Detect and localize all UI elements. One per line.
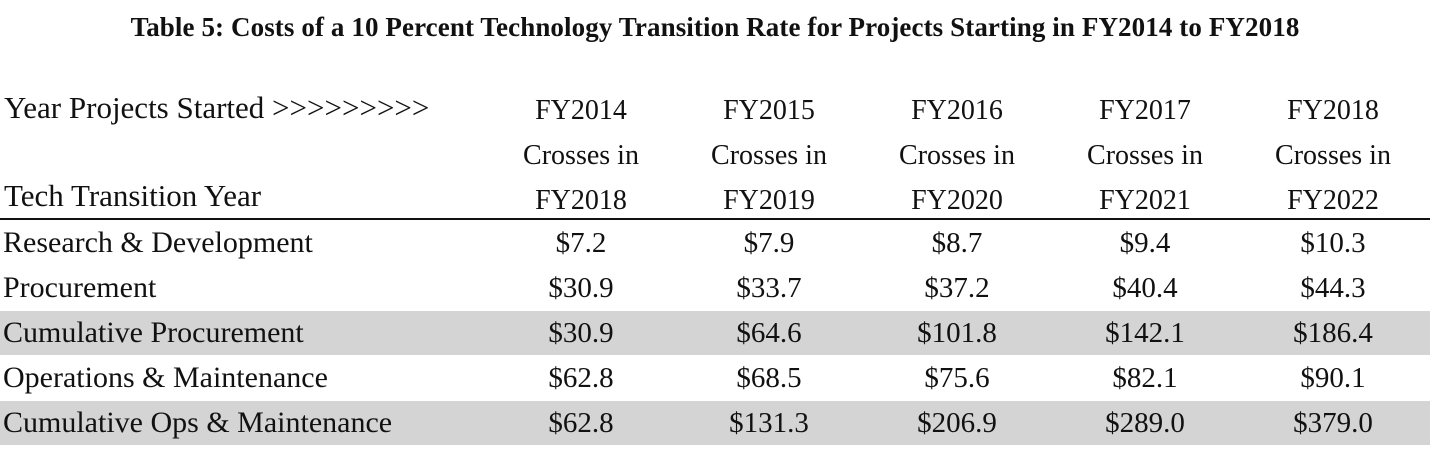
row-label: Procurement xyxy=(3,266,156,310)
header-transition-year: FY2018 xyxy=(487,178,675,223)
header-column: FY2017 Crosses in FY2021 xyxy=(1051,88,1239,223)
header-start-year: FY2018 xyxy=(1239,88,1427,133)
table-row: Cumulative Ops & Maintenance $62.8 $131.… xyxy=(0,401,1430,445)
row-label: Operations & Maintenance xyxy=(3,356,328,400)
table-cell: $64.6 xyxy=(675,311,863,355)
row-label: Cumulative Ops & Maintenance xyxy=(3,401,392,445)
table-cell: $7.9 xyxy=(675,221,863,265)
table-cell: $75.6 xyxy=(863,356,1051,400)
table-row: Procurement $30.9 $33.7 $37.2 $40.4 $44.… xyxy=(0,266,1430,310)
table-cell: $62.8 xyxy=(487,356,675,400)
table-cell: $186.4 xyxy=(1239,311,1427,355)
table-cell: $131.3 xyxy=(675,401,863,445)
header-crosses-in: Crosses in xyxy=(1051,133,1239,178)
header-transition-year-label: Tech Transition Year xyxy=(4,178,261,214)
table-cell: $30.9 xyxy=(487,266,675,310)
header-start-year: FY2017 xyxy=(1051,88,1239,133)
table-cell: $206.9 xyxy=(863,401,1051,445)
header-column: FY2016 Crosses in FY2020 xyxy=(863,88,1051,223)
table-cell: $9.4 xyxy=(1051,221,1239,265)
header-start-year: FY2015 xyxy=(675,88,863,133)
table-row: Operations & Maintenance $62.8 $68.5 $75… xyxy=(0,356,1430,400)
header-crosses-in: Crosses in xyxy=(675,133,863,178)
table-cell: $62.8 xyxy=(487,401,675,445)
header-crosses-in: Crosses in xyxy=(863,133,1051,178)
header-start-year: FY2016 xyxy=(863,88,1051,133)
header-transition-year: FY2020 xyxy=(863,178,1051,223)
header-year-started-label: Year Projects Started >>>>>>>>> xyxy=(4,90,429,126)
table-cell: $40.4 xyxy=(1051,266,1239,310)
header-crosses-in: Crosses in xyxy=(1239,133,1427,178)
table-cell: $37.2 xyxy=(863,266,1051,310)
header-column: FY2014 Crosses in FY2018 xyxy=(487,88,675,223)
table-cell: $33.7 xyxy=(675,266,863,310)
table-cell: $90.1 xyxy=(1239,356,1427,400)
header-column: FY2018 Crosses in FY2022 xyxy=(1239,88,1427,223)
table-cell: $10.3 xyxy=(1239,221,1427,265)
row-label: Research & Development xyxy=(3,221,313,265)
table-body: Research & Development $7.2 $7.9 $8.7 $9… xyxy=(0,221,1430,446)
table-row: Cumulative Procurement $30.9 $64.6 $101.… xyxy=(0,311,1430,355)
header-column: FY2015 Crosses in FY2019 xyxy=(675,88,863,223)
header-transition-year: FY2021 xyxy=(1051,178,1239,223)
table-title: Table 5: Costs of a 10 Percent Technolog… xyxy=(0,12,1430,43)
header-divider xyxy=(0,218,1430,220)
header-crosses-in: Crosses in xyxy=(487,133,675,178)
header-transition-year: FY2022 xyxy=(1239,178,1427,223)
table-cell: $68.5 xyxy=(675,356,863,400)
table-cell: $101.8 xyxy=(863,311,1051,355)
table-row: Research & Development $7.2 $7.9 $8.7 $9… xyxy=(0,221,1430,265)
header-transition-year: FY2019 xyxy=(675,178,863,223)
table-cell: $82.1 xyxy=(1051,356,1239,400)
table-cell: $30.9 xyxy=(487,311,675,355)
table-cell: $44.3 xyxy=(1239,266,1427,310)
header-start-year: FY2014 xyxy=(487,88,675,133)
row-label: Cumulative Procurement xyxy=(3,311,304,355)
table-header: Year Projects Started >>>>>>>>> Tech Tra… xyxy=(0,88,1430,218)
table-cell: $289.0 xyxy=(1051,401,1239,445)
table-cell: $379.0 xyxy=(1239,401,1427,445)
table-cell: $7.2 xyxy=(487,221,675,265)
table-cell: $142.1 xyxy=(1051,311,1239,355)
table-cell: $8.7 xyxy=(863,221,1051,265)
